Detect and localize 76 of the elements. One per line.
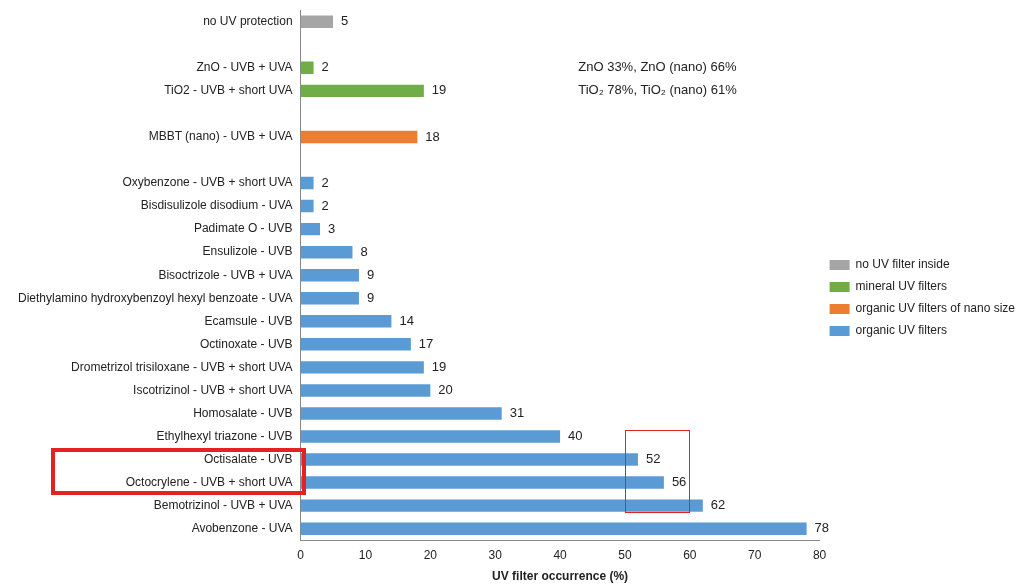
y-tick-label: Iscotrizinol - UVB + short UVA [133,382,293,397]
bar [300,407,502,420]
data-label: 17 [418,335,434,351]
data-label: 20 [438,382,453,397]
bar [300,176,314,190]
y-tick-label: Octocrylene - UVB + short UVA [125,474,293,489]
bar [300,430,561,443]
x-tick-label: 70 [748,547,762,562]
data-label: 9 [366,266,375,282]
bar [300,199,314,213]
bar [300,315,392,328]
y-tick-label: TiO2 - UVB + short UVA [164,83,293,98]
y-tick-label: Padimate O - UVB [193,221,293,236]
data-label: 78 [814,520,830,536]
data-label: 62 [710,497,726,513]
y-tick-label: Ensulizole - UVB [202,244,293,259]
bar [300,84,424,98]
bar [300,292,359,305]
y-tick-label: Octisalate - UVB [203,451,293,466]
bar [300,453,638,466]
x-tick-label: 80 [812,547,827,562]
legend-label: no UV filter inside [855,257,950,272]
y-tick-label: Homosalate - UVB [193,405,293,420]
y-tick-label: no UV protection [203,14,293,29]
bar [300,130,418,144]
y-tick-label: Bemotrizinol - UVB + UVA [153,497,293,512]
y-tick-label: Bisoctrizole - UVB + UVA [158,267,293,282]
legend-label: organic UV filters of nano size [855,301,1016,316]
y-tick-label: Octinoxate - UVB [199,336,293,351]
bar [300,476,664,489]
y-tick-label: ZnO - UVB + UVA [196,60,293,75]
data-label: 31 [509,405,525,421]
bar [300,384,431,397]
bar [300,361,424,374]
y-tick-label: Bisdisulizole disodium - UVA [140,198,293,213]
data-label: 19 [431,358,447,374]
data-label: 2 [321,174,329,190]
bar [300,222,321,236]
x-tick-label: 10 [358,547,373,562]
data-label: 5 [341,13,349,29]
legend-label: organic UV filters [855,323,947,338]
bar [300,268,359,282]
data-label: 56 [671,474,687,490]
bar [300,522,807,535]
data-label: 3 [328,220,336,236]
y-tick-label: Ecamsule - UVB [204,313,293,328]
data-label: 14 [399,312,414,328]
data-label: 2 [321,197,329,213]
data-label: 2 [321,59,329,75]
x-axis-title: UV filter occurrence (%) [492,569,629,584]
legend-label: mineral UV filters [855,279,947,294]
y-tick-label: Ethylhexyl triazone - UVB [156,428,293,443]
data-label: 40 [568,428,583,444]
bar [300,15,334,28]
data-label: 19 [431,82,447,98]
bar [300,245,353,259]
bar [300,61,314,75]
y-tick-label: Oxybenzone - UVB + short UVA [122,175,293,190]
bar [300,338,411,351]
x-tick-label: 20 [423,547,438,562]
bar [300,499,703,512]
y-tick-label: Avobenzone - UVA [191,520,293,535]
annotation: ZnO 33%, ZnO (nano) 66% [578,59,737,75]
y-tick-label: Diethylamino hydroxybenzoyl hexyl benzoate - UVA [17,290,293,305]
y-tick-label: Drometrizol trisiloxane - UVB + short UVA [71,359,293,374]
data-label: 8 [360,243,368,259]
x-tick-label: 30 [488,547,503,562]
x-tick-label: 40 [553,547,568,562]
x-tick-label: 60 [683,547,697,562]
annotation: TiO₂ 78%, TiO₂ (nano) 61% [578,82,738,98]
data-label: 9 [366,289,375,305]
data-label: 18 [425,128,440,144]
x-tick-label: 50 [618,547,632,562]
y-tick-label: MBBT (nano) - UVB + UVA [148,129,293,144]
x-tick-label: 0 [297,547,305,562]
data-label: 52 [645,451,661,467]
